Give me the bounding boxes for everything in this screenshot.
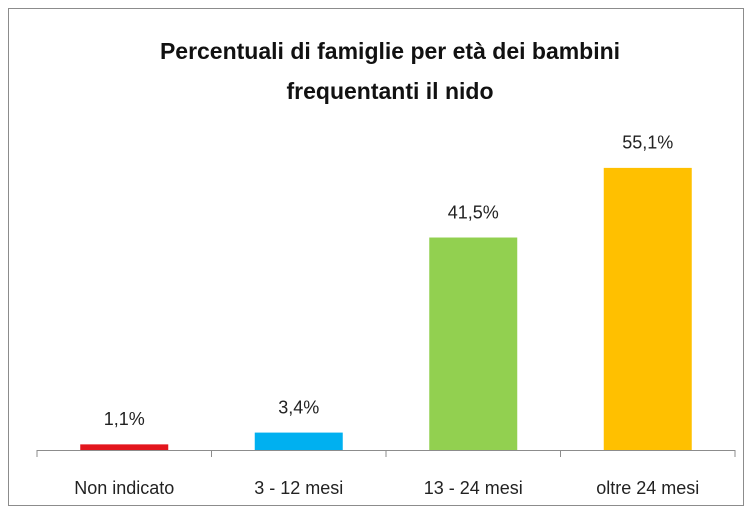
- value-label: 41,5%: [448, 202, 499, 222]
- bar: [429, 237, 518, 450]
- x-tick-label: 13 - 24 mesi: [424, 478, 523, 498]
- chart-title: frequentanti il nido: [287, 78, 494, 104]
- value-label: 1,1%: [104, 409, 145, 429]
- x-tick-label: oltre 24 mesi: [596, 478, 699, 498]
- value-label: 3,4%: [278, 397, 319, 417]
- chart-title: Percentuali di famiglie per età dei bamb…: [160, 38, 620, 64]
- value-label: 55,1%: [622, 133, 673, 153]
- bar: [80, 444, 169, 450]
- x-tick-label: Non indicato: [74, 478, 174, 498]
- bar: [603, 167, 692, 450]
- bar: [254, 432, 343, 450]
- x-tick-label: 3 - 12 mesi: [254, 478, 343, 498]
